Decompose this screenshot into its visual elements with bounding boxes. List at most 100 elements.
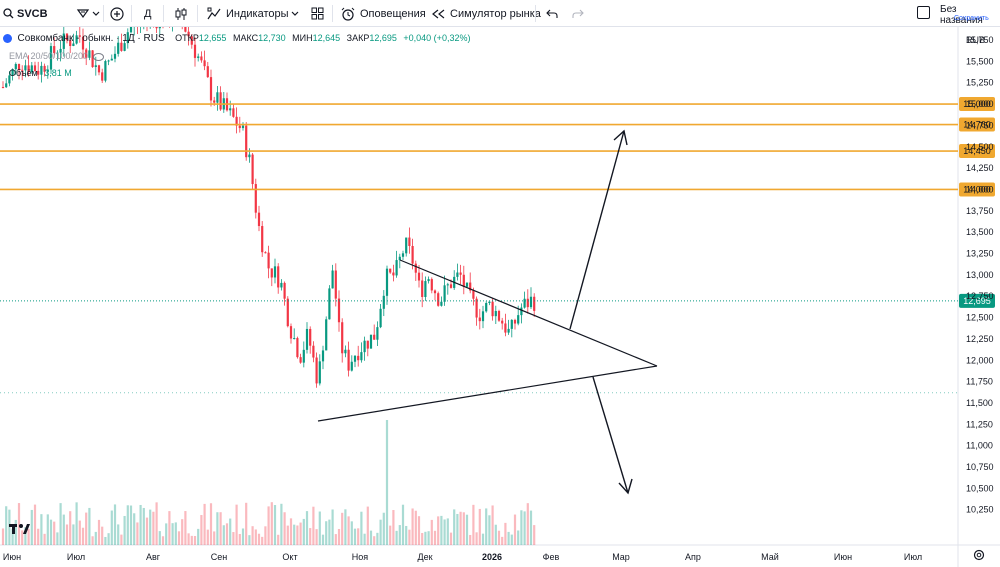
plus-circle-icon (110, 6, 124, 21)
triangle-drawing[interactable] (317, 259, 658, 422)
save-link[interactable]: Сохранить (954, 15, 989, 22)
volume-bar (261, 536, 264, 545)
eye-icon[interactable] (92, 52, 104, 61)
volume-bar (33, 504, 37, 545)
breakout-up-arrow[interactable] (569, 129, 628, 330)
breakdown-down-arrow[interactable] (592, 376, 633, 495)
candle-body (347, 349, 350, 371)
candle-body (206, 66, 209, 78)
volume-bar (152, 511, 155, 545)
interval-button[interactable]: Д (144, 0, 151, 27)
chart-type-button[interactable] (174, 0, 188, 27)
volume-bar (331, 509, 334, 545)
volume-bar (401, 504, 405, 545)
candle-body (344, 349, 347, 354)
triangle-upper-line[interactable] (399, 259, 658, 367)
candle-body (78, 35, 81, 37)
volume-bar (446, 518, 449, 545)
replay-label: Симулятор рынка (450, 7, 541, 20)
price-tick-label: 11,500 (966, 398, 993, 408)
layout-name[interactable]: Без названия (940, 4, 983, 26)
candle-body (30, 65, 33, 73)
price-axis[interactable]: 15,750 15,500 15,250 15,000 14,750 14,500 14,2… (966, 35, 994, 515)
candle-body (238, 125, 241, 129)
volume-bar (456, 513, 459, 545)
volume-bar (97, 519, 101, 545)
candle-body (21, 69, 24, 71)
save-checkbox[interactable] (917, 6, 930, 19)
compare-symbol-button[interactable] (76, 0, 100, 27)
volume-bar (408, 529, 411, 545)
candle-body (62, 33, 65, 49)
alerts-button[interactable]: Оповещения (341, 0, 426, 27)
candle-body (43, 65, 46, 72)
add-symbol-button[interactable] (110, 0, 124, 27)
indicator-templates-button[interactable] (291, 0, 299, 27)
volume-bar (14, 519, 17, 545)
candle-body (341, 322, 344, 354)
currency-label[interactable]: RUB (966, 35, 985, 45)
replay-button[interactable]: Симулятор рынка (432, 0, 541, 27)
candle-body (485, 303, 488, 312)
volume-bar (72, 524, 75, 545)
legend-volume[interactable]: Объём 3,81 М (9, 68, 72, 78)
volume-bar (462, 512, 465, 545)
volume-bar (305, 511, 309, 545)
volume-bar (529, 510, 533, 545)
volume-value: 3,81 М (44, 68, 72, 78)
triangle-lower-line[interactable] (317, 365, 658, 422)
volume-bar (85, 512, 88, 545)
candle-body (433, 290, 437, 294)
indicators-button[interactable]: Индикаторы (207, 0, 289, 27)
candle-body (37, 70, 40, 75)
volume-bar (267, 506, 270, 545)
candle-body (385, 268, 389, 296)
settings-icon[interactable] (973, 549, 985, 561)
redo-button[interactable] (572, 0, 584, 27)
symbol-search[interactable]: SVCB (3, 0, 66, 27)
volume-bar (510, 534, 513, 545)
candle-body (475, 298, 478, 318)
volume-bar (65, 524, 69, 545)
volume-bar (494, 524, 497, 545)
undo-button[interactable] (546, 0, 558, 27)
candle-body (408, 237, 411, 246)
legend-ema[interactable]: EMA 20/50/100/200 (9, 51, 104, 61)
volume-bar (273, 505, 277, 545)
volume-bar (165, 523, 168, 545)
volume-bar (149, 509, 152, 545)
last-price-label: 12,695 (963, 296, 991, 306)
volume-bar (229, 518, 232, 545)
candle-body (286, 298, 289, 327)
candle-body (184, 27, 187, 32)
candle-body (405, 237, 408, 254)
volume-bar (225, 523, 229, 545)
time-tick-label: Окт (282, 552, 297, 562)
volume-bar (213, 531, 216, 545)
volume-bar (238, 533, 241, 545)
volume-bar (158, 531, 161, 545)
volume-bar (235, 504, 238, 545)
candle-body (203, 60, 206, 67)
candle-body (510, 319, 513, 329)
symbol-logo-icon (3, 34, 12, 44)
volume-bar (110, 510, 113, 545)
price-level-badge (959, 144, 995, 159)
volume-bar (43, 533, 46, 545)
candle-body (11, 69, 14, 76)
volume-bar (459, 511, 462, 545)
time-axis[interactable]: Июн Июл Авг Сен Окт Ноя Дек 2026 Фев Мар Апр Май Июн… (3, 552, 922, 562)
candle-body (1, 86, 5, 88)
candle-body (321, 350, 325, 362)
candle-body (104, 61, 107, 81)
candle-body (129, 27, 133, 33)
volume-bar (392, 510, 395, 545)
candle-body (424, 281, 427, 297)
layout-button[interactable] (311, 0, 324, 27)
tradingview-logo (9, 524, 30, 534)
price-level-label: 14,760 (963, 120, 991, 130)
volume-bar (113, 504, 117, 545)
legend-main[interactable]: Совкомбанк - обыкн. · 1Д · RUS ОТКР12,65… (3, 33, 470, 44)
horizontal-levels[interactable]: 15,000 14,760 14,450 14,000 12,695 (0, 97, 995, 394)
